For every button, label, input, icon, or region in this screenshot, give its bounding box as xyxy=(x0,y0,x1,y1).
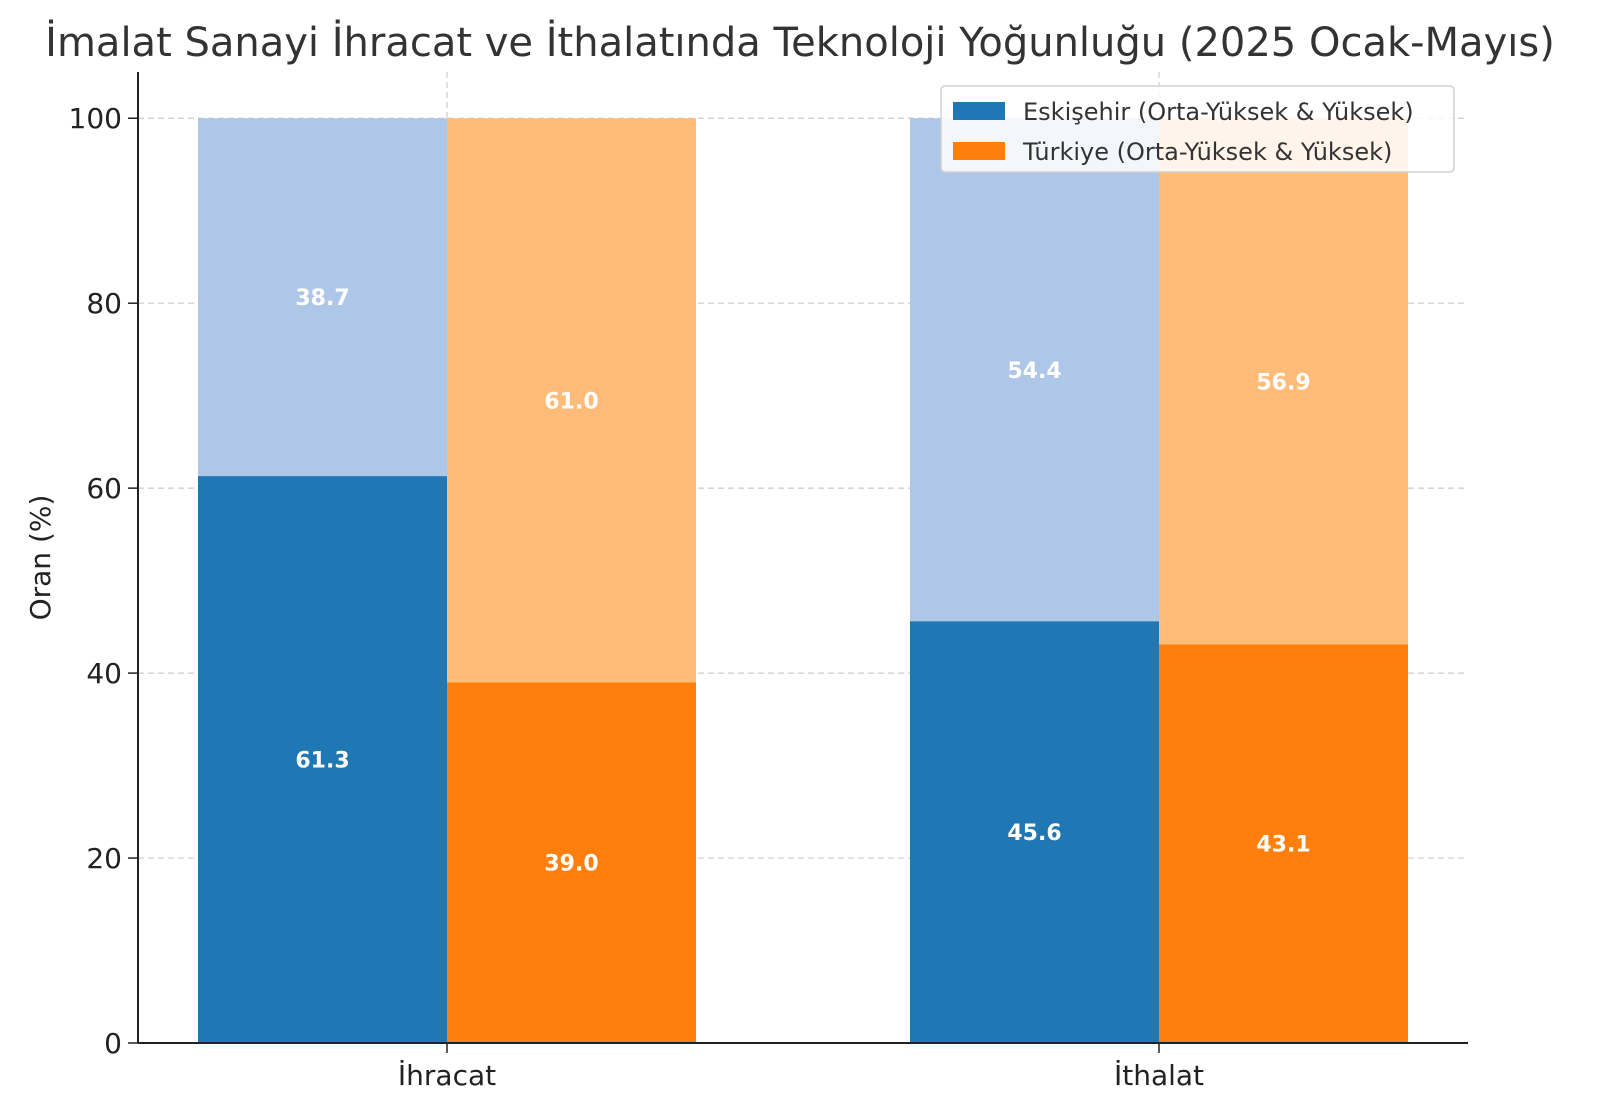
x-tick-label: İthalat xyxy=(1114,1059,1204,1092)
x-tick-label: İhracat xyxy=(398,1059,496,1092)
bar-segment-main xyxy=(1159,644,1408,1043)
y-tick-label: 60 xyxy=(86,472,122,505)
bar-segment-main xyxy=(910,621,1159,1043)
bar-segment-rest xyxy=(447,118,696,683)
y-tick-label: 20 xyxy=(86,842,122,875)
bar-rest-value-label: 38.7 xyxy=(295,286,349,311)
bar-segment-main xyxy=(447,682,696,1043)
bar-rest-value-label: 54.4 xyxy=(1007,359,1061,384)
bar-segment-main xyxy=(198,476,447,1043)
bars xyxy=(198,118,1408,1043)
bar-value-label: 39.0 xyxy=(544,852,598,877)
legend: Eskişehir (Orta-Yüksek & Yüksek) Türkiye … xyxy=(940,85,1455,173)
bar-labels: 61.3 38.7 39.0 61.0 45.6 54.4 43.1 56.9 xyxy=(295,286,1310,876)
axes: 0 20 40 60 80 100 İhracat İthalat xyxy=(69,72,1468,1092)
legend-box xyxy=(940,85,1455,173)
y-axis-label: Oran (%) xyxy=(24,495,57,621)
y-tick-label: 100 xyxy=(69,102,122,135)
bar-segment-rest xyxy=(910,118,1159,622)
bar-value-label: 43.1 xyxy=(1256,833,1310,858)
legend-swatch xyxy=(953,102,1005,120)
legend-label: Eskişehir (Orta-Yüksek & Yüksek) xyxy=(1023,98,1414,126)
legend-label: Türkiye (Orta-Yüksek & Yüksek) xyxy=(1022,138,1392,166)
bar-value-label: 45.6 xyxy=(1007,821,1061,846)
bar-segment-rest xyxy=(198,118,447,477)
bar-value-label: 61.3 xyxy=(295,749,349,774)
y-tick-label: 0 xyxy=(104,1027,122,1060)
legend-swatch xyxy=(953,142,1005,160)
chart-title: İmalat Sanayi İhracat ve İthalatında Tek… xyxy=(45,18,1555,66)
bar-segment-rest xyxy=(1159,118,1408,645)
bar-rest-value-label: 56.9 xyxy=(1256,370,1310,395)
y-tick-label: 40 xyxy=(86,657,122,690)
bar-rest-value-label: 61.0 xyxy=(544,389,598,414)
y-tick-label: 80 xyxy=(86,287,122,320)
